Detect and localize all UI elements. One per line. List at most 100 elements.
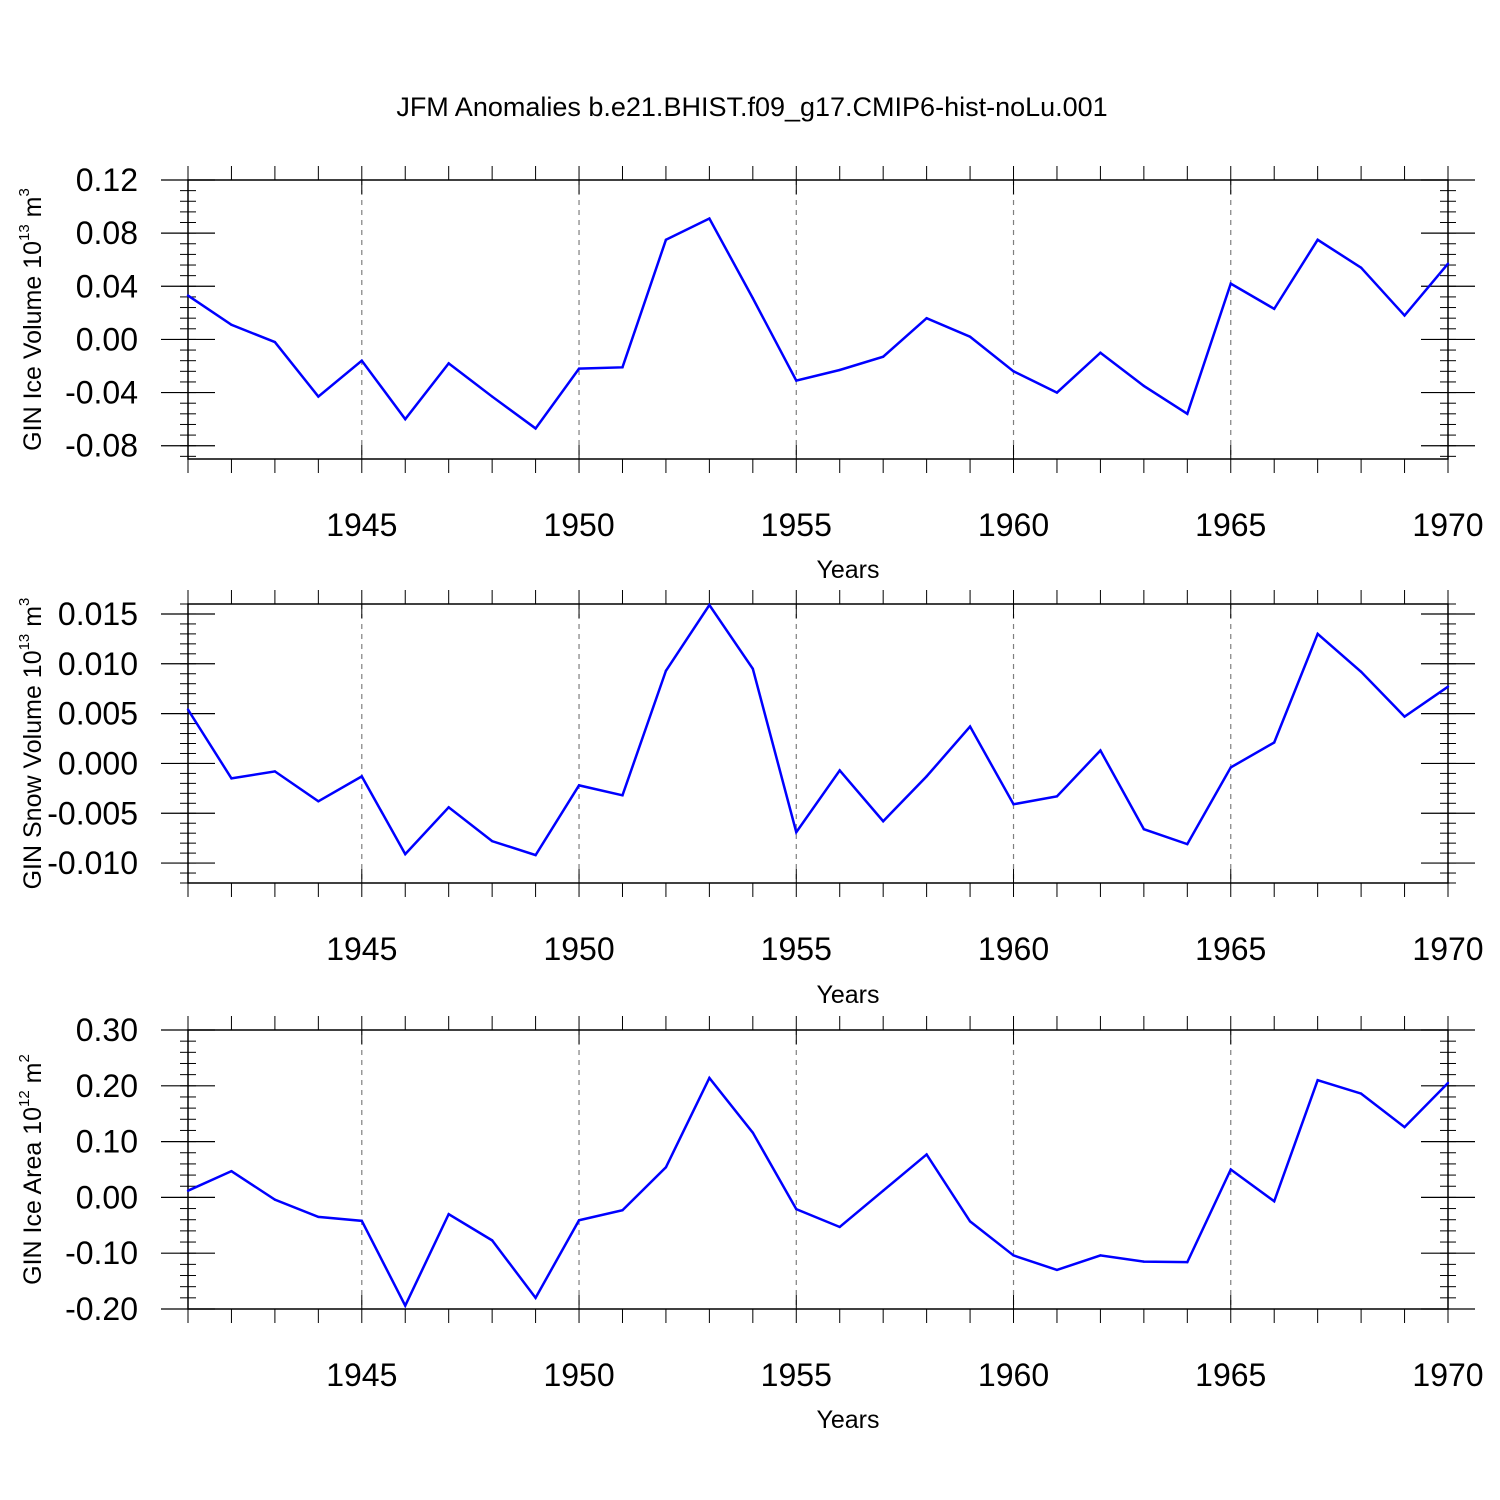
y-axis-label: GIN Ice Area 1012 m2 bbox=[16, 1054, 47, 1285]
data-point bbox=[1142, 1260, 1146, 1263]
y-axis-label-unit: m bbox=[19, 606, 47, 634]
x-tick-label: 1970 bbox=[1412, 931, 1483, 967]
y-tick-label: 0.20 bbox=[76, 1068, 138, 1104]
data-point bbox=[708, 217, 711, 220]
y-axis-label-text: GIN Snow Volume 10 bbox=[19, 650, 47, 889]
x-tick-label: 1965 bbox=[1195, 1357, 1266, 1393]
data-point bbox=[1403, 1125, 1406, 1129]
y-axis-label-text: GIN Ice Area 10 bbox=[19, 1107, 47, 1285]
series-line bbox=[187, 1075, 1449, 1309]
data-point bbox=[1403, 314, 1406, 317]
data-point bbox=[795, 830, 798, 834]
data-point bbox=[925, 1153, 928, 1156]
x-tick-label: 1955 bbox=[761, 507, 832, 543]
data-point bbox=[1273, 307, 1276, 311]
data-point bbox=[795, 1207, 798, 1211]
data-point bbox=[621, 366, 624, 369]
data-point bbox=[1229, 1168, 1232, 1171]
data-point bbox=[664, 1166, 668, 1169]
data-point bbox=[664, 238, 668, 241]
y-tick-label: -0.20 bbox=[65, 1291, 138, 1327]
y-tick-label: 0.10 bbox=[76, 1124, 138, 1160]
y-tick-label: 0.00 bbox=[76, 321, 138, 357]
data-point bbox=[925, 775, 928, 778]
x-tick-label: 1945 bbox=[326, 931, 397, 967]
data-point bbox=[1186, 1260, 1189, 1264]
data-point bbox=[230, 777, 233, 780]
y-axis-label: GIN Snow Volume 1013 m3 bbox=[16, 598, 47, 890]
data-point bbox=[1229, 766, 1232, 769]
plot-frame bbox=[187, 603, 1449, 884]
data-point bbox=[838, 769, 841, 772]
chart-panels: -0.08 -0.04 0.00 0.04 0.08 0.12 1945 1950 1955 19… bbox=[16, 162, 1484, 1434]
x-tick-label: 1950 bbox=[543, 1357, 614, 1393]
data-point bbox=[317, 1215, 320, 1219]
data-point bbox=[577, 1219, 581, 1222]
y-axis-label-exp: 13 bbox=[16, 634, 33, 651]
y-axis-label-exp: 12 bbox=[16, 1090, 33, 1107]
y-tick-label: 0.30 bbox=[76, 1012, 138, 1048]
x-tick-label: 1945 bbox=[326, 507, 397, 543]
y-tick-label: 0.015 bbox=[58, 596, 138, 632]
plot-frame bbox=[187, 1029, 1449, 1310]
data-point bbox=[968, 725, 972, 728]
x-tick-label: 1955 bbox=[761, 1357, 832, 1393]
data-point bbox=[404, 417, 407, 421]
y-tick-label: 0.010 bbox=[58, 646, 138, 682]
data-point bbox=[534, 1296, 537, 1300]
y-tick-label: -0.08 bbox=[65, 428, 138, 464]
data-point bbox=[360, 359, 363, 362]
data-point bbox=[490, 839, 494, 843]
y-axis-label-unit-exp: 3 bbox=[16, 598, 33, 606]
y-tick-label: -0.010 bbox=[47, 845, 138, 881]
data-point bbox=[404, 1304, 407, 1307]
data-point bbox=[230, 323, 233, 327]
data-point bbox=[621, 794, 624, 797]
y-tick-label: 0.005 bbox=[58, 696, 138, 732]
panel-snow-volume: -0.010 -0.005 0.000 0.005 0.010 0.015 1945 1950… bbox=[16, 590, 1484, 1009]
x-tick-label: 1970 bbox=[1412, 1357, 1483, 1393]
y-tick-label: 0.04 bbox=[76, 268, 138, 304]
chart-title: JFM Anomalies b.e21.BHIST.f09_g17.CMIP6-… bbox=[396, 92, 1107, 122]
y-axis-label-unit-exp: 3 bbox=[16, 188, 33, 196]
data-point bbox=[1446, 685, 1450, 688]
data-point bbox=[1055, 391, 1059, 394]
data-point bbox=[621, 1209, 624, 1212]
data-point bbox=[1099, 749, 1102, 752]
x-tick-label: 1965 bbox=[1195, 931, 1266, 967]
data-point bbox=[1142, 827, 1146, 831]
x-tick-label: 1955 bbox=[761, 931, 832, 967]
data-point bbox=[230, 1169, 233, 1173]
data-point bbox=[1099, 351, 1102, 354]
data-point bbox=[795, 379, 798, 382]
y-axis-label-unit: m bbox=[19, 197, 47, 225]
data-point bbox=[1142, 384, 1146, 388]
y-axis-label-text: GIN Ice Volume 10 bbox=[19, 241, 47, 451]
x-axis-label: Years bbox=[816, 981, 879, 1009]
plot-frame bbox=[187, 179, 1449, 460]
data-point bbox=[447, 362, 450, 365]
data-point bbox=[925, 316, 928, 320]
panel-ice-area: -0.20 -0.10 0.00 0.10 0.20 0.30 1945 1950 1955 19… bbox=[16, 1012, 1484, 1434]
x-tick-label: 1945 bbox=[326, 1357, 397, 1393]
y-axis-label-unit-exp: 2 bbox=[16, 1054, 33, 1062]
data-point bbox=[1012, 370, 1015, 373]
data-point bbox=[1099, 1254, 1102, 1257]
data-point bbox=[1446, 262, 1450, 265]
y-tick-label: -0.04 bbox=[65, 375, 138, 411]
data-point bbox=[186, 1189, 190, 1192]
data-point bbox=[1359, 266, 1363, 269]
data-point bbox=[186, 294, 190, 297]
data-point bbox=[1359, 1092, 1363, 1095]
y-tick-label: 0.00 bbox=[76, 1179, 138, 1215]
data-point bbox=[1229, 282, 1232, 285]
data-point bbox=[1186, 412, 1189, 416]
x-tick-label: 1960 bbox=[978, 1357, 1049, 1393]
data-point bbox=[751, 1131, 755, 1134]
y-tick-label: -0.005 bbox=[47, 795, 138, 831]
data-point bbox=[1055, 1268, 1059, 1272]
data-point bbox=[1273, 1200, 1276, 1203]
data-point bbox=[404, 852, 407, 856]
data-point bbox=[838, 1225, 841, 1229]
data-point bbox=[1273, 741, 1276, 744]
